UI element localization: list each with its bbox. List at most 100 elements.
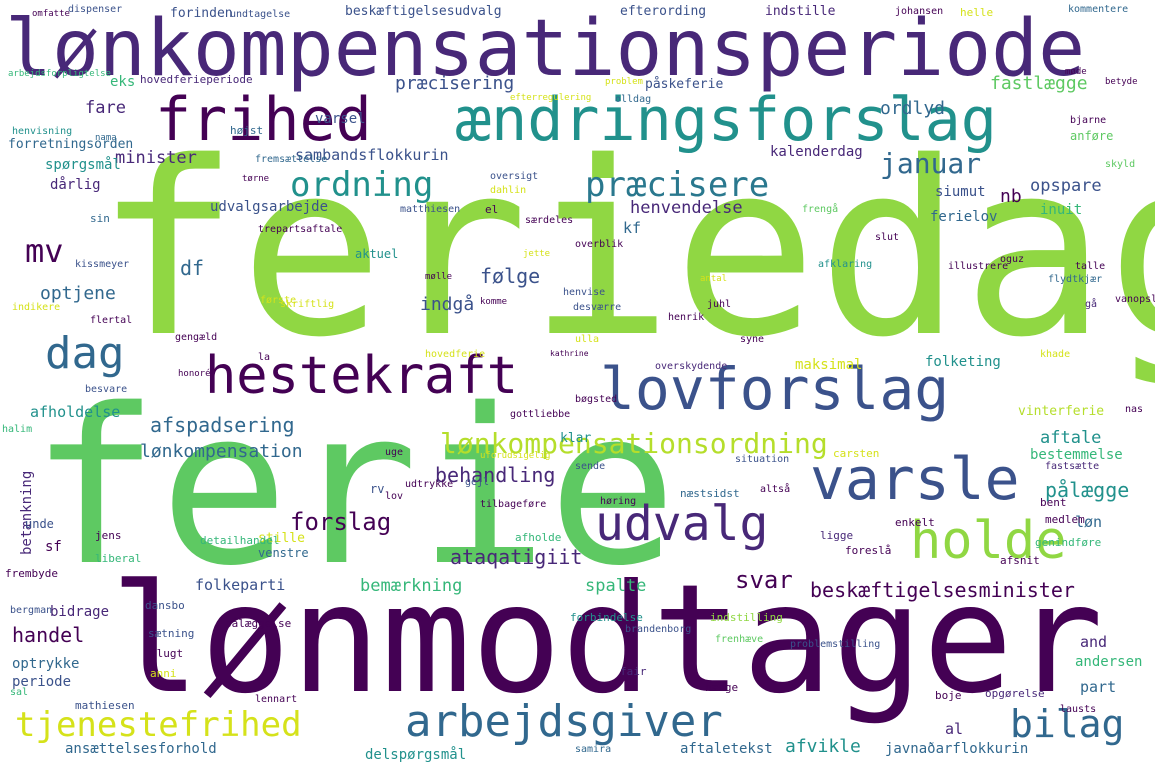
word: behandling xyxy=(435,463,556,487)
word: carsten xyxy=(833,447,880,460)
word: gejl xyxy=(465,477,490,488)
word: lønkompensationsperiode xyxy=(5,4,1086,94)
word: situation xyxy=(735,454,790,465)
word: bjarne xyxy=(1070,115,1107,126)
word: klar xyxy=(560,431,592,446)
word: el xyxy=(485,203,499,216)
word: fremsættelse xyxy=(255,154,328,165)
word: indstille xyxy=(765,4,836,19)
word: lausts xyxy=(1060,704,1097,715)
word: liberal xyxy=(95,552,142,565)
word: bergman xyxy=(10,605,53,616)
word: talle xyxy=(1075,261,1106,272)
word: sende xyxy=(575,461,606,472)
word: opgørelse xyxy=(985,687,1045,700)
word: fare xyxy=(85,98,126,118)
word: feriedag xyxy=(95,110,1155,390)
word: lønmodtager xyxy=(110,553,1104,727)
word: folkeparti xyxy=(195,576,286,594)
word: sin xyxy=(90,212,110,225)
word: tørne xyxy=(242,174,270,184)
word: ligge xyxy=(820,529,854,542)
word: påskeferie xyxy=(645,77,724,92)
word: indikere xyxy=(12,302,61,313)
word: svar xyxy=(735,566,793,594)
word: al xyxy=(945,720,964,738)
word: anni xyxy=(150,667,177,680)
word: matthiesen xyxy=(400,204,461,215)
word: unde xyxy=(25,517,54,531)
word: aktuel xyxy=(355,247,399,261)
word: dispenser xyxy=(68,4,123,15)
word: honoré xyxy=(178,369,211,379)
word: komme xyxy=(480,297,508,307)
word: uforudsigelig xyxy=(480,451,551,461)
word: vinterferie xyxy=(1018,404,1105,419)
word: kalenderdag xyxy=(770,144,863,160)
word: høring xyxy=(600,496,637,507)
word: præcisere xyxy=(585,165,770,205)
word: venstre xyxy=(258,546,309,560)
word: lennart xyxy=(255,694,298,705)
word: stille xyxy=(258,531,305,546)
word: præcisering xyxy=(395,73,515,94)
word: afholdelse xyxy=(30,403,121,421)
word: omfatte xyxy=(32,9,70,19)
word: samira xyxy=(575,744,612,755)
word: afspadsering xyxy=(150,413,295,437)
word: part xyxy=(1080,678,1117,696)
word: ulla xyxy=(575,334,600,345)
word: jette xyxy=(523,249,551,259)
word: desværre xyxy=(573,302,622,313)
word: sal xyxy=(10,687,29,698)
word: bilag xyxy=(1010,702,1125,746)
word: handel xyxy=(12,623,85,647)
word: vanopslagh xyxy=(1115,294,1155,305)
word: forretningsorden xyxy=(8,137,134,152)
word: and xyxy=(1080,633,1108,651)
word: udvalgsarbejde xyxy=(210,199,329,215)
word: sambandsflokkurin xyxy=(295,146,449,164)
word: illustrere xyxy=(948,261,1009,272)
word: pålægge xyxy=(1045,478,1130,502)
word: javnaðarflokkurin xyxy=(885,741,1029,757)
word: mølle xyxy=(425,272,453,282)
word: inuit xyxy=(1040,202,1083,218)
word: løn xyxy=(1075,513,1103,531)
word: spørgsmål xyxy=(45,157,121,173)
word: frembyde xyxy=(5,567,58,580)
word: la xyxy=(258,352,271,363)
word: brandenborg xyxy=(625,624,692,635)
word: helle xyxy=(960,6,994,19)
word: slut xyxy=(875,232,900,243)
word: næstsidst xyxy=(680,487,740,500)
word: holde xyxy=(910,511,1067,571)
word: arbejdsgiver xyxy=(405,696,723,747)
word: kommentere xyxy=(1068,4,1129,15)
word: flydtkjær xyxy=(1048,274,1103,285)
word: mathiesen xyxy=(75,699,135,712)
word: nb xyxy=(1000,186,1022,207)
word: arbejdsforpligtelse xyxy=(8,69,111,79)
word: frihed xyxy=(155,85,372,155)
word: skriftlig xyxy=(280,299,335,310)
word: ferielov xyxy=(930,209,998,225)
word: minister xyxy=(115,148,197,168)
word: udtrykke xyxy=(405,479,454,490)
word: frengå xyxy=(802,204,839,215)
word: dahlin xyxy=(490,185,527,196)
word: bidrage xyxy=(50,604,110,620)
word: henvisning xyxy=(12,126,73,137)
word: frenhæve xyxy=(715,634,764,645)
word: andersen xyxy=(1075,654,1143,670)
word: hovedferieperiode xyxy=(140,73,253,86)
word: kathrine xyxy=(550,349,589,358)
word: forbindelse xyxy=(570,611,643,624)
word: kf xyxy=(623,219,642,237)
word: bent xyxy=(1040,496,1067,509)
word: enkelt xyxy=(895,516,935,529)
word: uge xyxy=(385,447,404,458)
word: ferie xyxy=(30,362,678,613)
word: nas xyxy=(1125,404,1144,415)
word: aftale xyxy=(1040,428,1102,448)
